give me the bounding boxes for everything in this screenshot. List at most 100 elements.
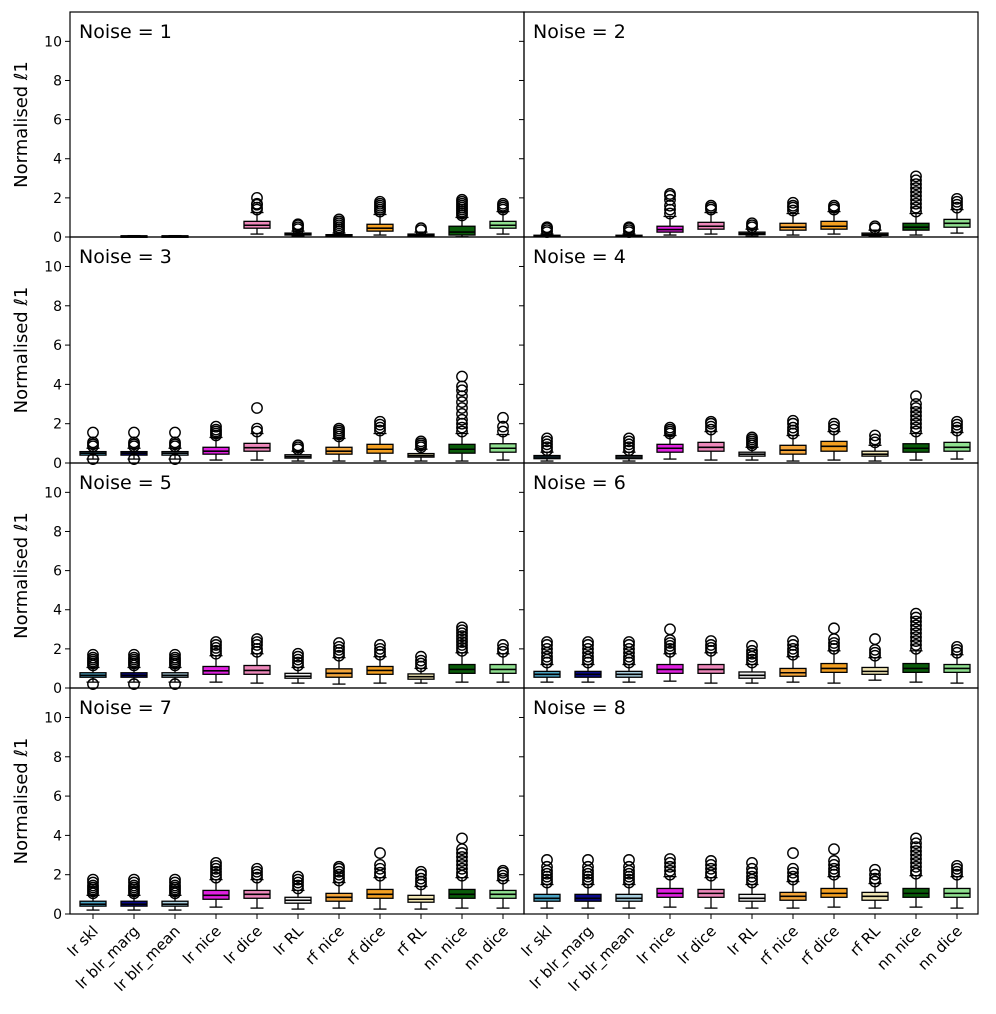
x-tick-label: nn dice bbox=[914, 922, 966, 974]
outlier-point bbox=[664, 864, 676, 877]
outlier-point bbox=[541, 860, 553, 873]
outlier-point bbox=[456, 866, 468, 879]
outlier-point bbox=[910, 642, 922, 655]
outlier-point bbox=[292, 876, 304, 889]
outlier-point bbox=[787, 862, 799, 875]
outlier-point bbox=[869, 646, 881, 659]
box-lr-blr-mean bbox=[615, 636, 643, 683]
outlier-point bbox=[292, 882, 304, 895]
outlier-point bbox=[910, 402, 922, 414]
outlier-point bbox=[541, 221, 553, 234]
outlier-point bbox=[456, 624, 468, 637]
outlier-point bbox=[210, 636, 222, 648]
x-tick-label: lr nice bbox=[179, 922, 224, 967]
box-lr-blr-marg bbox=[120, 426, 148, 465]
box-lr-rl bbox=[284, 647, 312, 684]
outlier-point bbox=[292, 647, 304, 660]
box-lr-rl bbox=[738, 431, 766, 461]
box-nn-nice bbox=[448, 621, 476, 683]
panel-noise-6: Noise = 6 bbox=[519, 462, 979, 689]
outlier-point bbox=[333, 874, 345, 887]
outlier-point bbox=[746, 644, 758, 657]
outlier-point bbox=[623, 441, 635, 454]
outlier-point bbox=[582, 636, 594, 648]
outlier-point bbox=[951, 859, 963, 872]
outlier-point bbox=[705, 858, 717, 871]
box-lr-skl bbox=[533, 221, 561, 239]
outlier-point bbox=[374, 847, 386, 859]
outlier-point bbox=[869, 633, 881, 645]
outlier-point bbox=[705, 420, 717, 433]
outlier-point bbox=[210, 644, 222, 657]
outlier-point bbox=[292, 659, 304, 672]
outlier-point bbox=[541, 441, 553, 454]
box-lr-nice bbox=[202, 420, 230, 461]
outlier-point bbox=[746, 862, 758, 875]
outlier-point bbox=[787, 847, 799, 859]
outlier-point bbox=[664, 637, 676, 649]
outlier-point bbox=[415, 650, 427, 663]
box-rf-rl bbox=[861, 863, 889, 909]
outlier-point bbox=[541, 432, 553, 445]
outlier-point bbox=[910, 841, 922, 854]
outlier-point bbox=[787, 635, 799, 647]
panel-title: Noise = 5 bbox=[79, 472, 172, 494]
outlier-point bbox=[910, 857, 922, 869]
outlier-point bbox=[746, 647, 758, 660]
outlier-point bbox=[374, 421, 386, 434]
outlier-point bbox=[910, 849, 922, 861]
outlier-point bbox=[910, 193, 922, 206]
outlier-point bbox=[869, 220, 881, 233]
outlier-point bbox=[497, 872, 509, 885]
outlier-point bbox=[787, 199, 799, 212]
outlier-point bbox=[869, 433, 881, 446]
y-tick-label: 10 bbox=[44, 34, 62, 50]
x-tick-label: lr dice bbox=[674, 922, 719, 967]
box-lr-dice bbox=[243, 633, 271, 684]
y-tick-label: 8 bbox=[53, 73, 62, 89]
outlier-point bbox=[497, 197, 509, 210]
outlier-point bbox=[787, 196, 799, 209]
outlier-point bbox=[664, 642, 676, 655]
outlier-point bbox=[456, 858, 468, 871]
outlier-point bbox=[292, 653, 304, 666]
y-tick-label: 6 bbox=[53, 113, 62, 129]
outlier-point bbox=[582, 650, 594, 663]
panel-title: Noise = 4 bbox=[533, 246, 626, 268]
outlier-point bbox=[210, 862, 222, 875]
outlier-point bbox=[333, 865, 345, 878]
outlier-point bbox=[169, 426, 181, 439]
y-tick-label: 8 bbox=[53, 524, 62, 540]
outlier-point bbox=[497, 420, 509, 433]
box-rf-nice bbox=[779, 847, 807, 909]
box-rf-nice bbox=[325, 213, 353, 238]
outlier-point bbox=[623, 432, 635, 445]
x-tick-label: rf RL bbox=[392, 922, 430, 960]
outlier-point bbox=[333, 649, 345, 662]
outlier-point bbox=[456, 396, 468, 408]
box-rf-nice bbox=[779, 196, 807, 236]
outlier-point bbox=[787, 421, 799, 434]
box-rf-dice bbox=[366, 639, 394, 684]
box-nn-dice bbox=[943, 415, 971, 460]
outlier-point bbox=[415, 868, 427, 881]
outlier-point bbox=[210, 420, 222, 433]
outlier-point bbox=[623, 636, 635, 648]
outlier-point bbox=[951, 192, 963, 205]
outlier-point bbox=[787, 642, 799, 655]
box-rf-rl bbox=[407, 435, 435, 462]
box-lr-nice bbox=[202, 857, 230, 908]
box-lr-blr-mean bbox=[615, 221, 643, 239]
outlier-point bbox=[333, 637, 345, 649]
outlier-point bbox=[910, 425, 922, 438]
outlier-point bbox=[374, 642, 386, 655]
x-tick-label: nn nice bbox=[419, 922, 471, 974]
outlier-point bbox=[869, 436, 881, 449]
outlier-point bbox=[456, 402, 468, 414]
outlier-point bbox=[746, 656, 758, 669]
outlier-point bbox=[456, 621, 468, 634]
outlier-point bbox=[210, 857, 222, 869]
outlier-point bbox=[910, 627, 922, 640]
panel-noise-8: Noise = 8 bbox=[519, 687, 979, 919]
outlier-point bbox=[541, 650, 553, 663]
